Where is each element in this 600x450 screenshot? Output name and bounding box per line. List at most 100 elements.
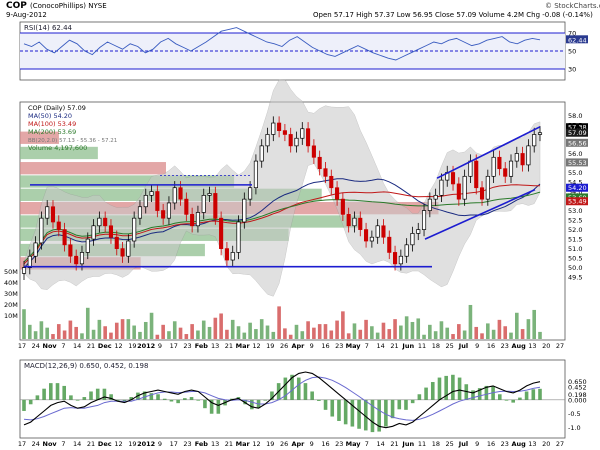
candle-body — [381, 225, 386, 238]
x-tick-label-macd: 16 — [321, 440, 329, 448]
candle-body — [479, 187, 485, 200]
x-tick-label-macd: Mar — [236, 440, 251, 448]
price-tick-label: 49.5 — [568, 274, 582, 282]
macd-histogram-bar — [69, 395, 73, 400]
macd-histogram-bar — [484, 385, 489, 400]
macd-histogram-bar — [55, 383, 60, 400]
candle-body — [172, 187, 177, 204]
price-value-label: 56.56 — [568, 139, 587, 147]
channel-upper-line — [436, 126, 541, 179]
candle-body — [45, 206, 50, 219]
rsi-tick-label: 30 — [568, 66, 576, 74]
macd-histogram-bar — [75, 399, 80, 401]
macd-histogram-bar — [303, 383, 308, 400]
macd-histogram-bar — [156, 394, 160, 400]
macd-histogram-bar — [203, 399, 207, 409]
x-tick-label-price: 16 — [487, 342, 495, 350]
volume-bar — [364, 319, 368, 339]
volume-bar — [27, 324, 32, 339]
price-value-tag — [566, 128, 588, 137]
volume-bar — [468, 304, 473, 339]
volume-bar — [410, 321, 415, 339]
macd-histogram-bar — [451, 374, 455, 400]
candle-body — [387, 236, 392, 253]
volume-by-price-bar — [20, 146, 98, 160]
candle-body — [311, 145, 316, 158]
candle-body — [340, 198, 345, 215]
volume-bar — [45, 327, 49, 339]
x-tick-label-macd: Nov — [43, 440, 58, 448]
candle-body — [253, 160, 258, 189]
legend-ma200: MA(200) 53.69 — [28, 128, 76, 136]
candle-body — [79, 252, 85, 265]
candle-body — [288, 134, 293, 147]
candle-body — [50, 206, 56, 223]
candle-body — [21, 267, 27, 274]
volume-bar — [329, 330, 334, 339]
candle-body — [190, 214, 195, 227]
x-tick-label-macd: 9 — [475, 440, 479, 448]
macd-histogram-bar — [109, 394, 113, 400]
candle-body — [161, 210, 166, 219]
candle-body — [219, 217, 224, 249]
volume-bar — [126, 319, 131, 339]
x-axes: 17172424NovNov7714142121DecDec1212191920… — [18, 342, 564, 448]
rsi-tick-label: 62.44 — [568, 36, 587, 44]
macd-legend: MACD(12,26,9) 0.650, 0.452, 0.198 — [24, 362, 148, 370]
volume-bar — [213, 317, 218, 339]
volume-bar — [335, 320, 339, 339]
volume-bar — [399, 325, 403, 339]
candle-body — [474, 160, 479, 189]
volume-bar — [526, 319, 531, 339]
candle-body — [265, 134, 270, 147]
x-tick-label-price: 19 — [266, 342, 274, 350]
candle-body — [526, 145, 531, 166]
x-tick-label-macd: 21 — [225, 440, 233, 448]
volume-tick-label: 20M — [4, 301, 18, 309]
volume-tick-label: 50M — [4, 268, 18, 276]
candle-body — [456, 183, 461, 200]
price-legend: COP (Daily) 57.09 MA(50) 54.20 MA(100) 5… — [28, 104, 117, 152]
price-tick-label: 50.0 — [568, 264, 582, 272]
candle-body — [178, 187, 183, 200]
volume-bar — [416, 318, 421, 339]
macd-tick-label: 0.650 — [568, 378, 587, 386]
price-value-label: 57.09 — [568, 129, 587, 137]
volume-bar — [497, 319, 502, 339]
macd-histogram-bar — [116, 399, 120, 401]
candle-body — [508, 160, 514, 177]
macd-histogram-bar — [370, 399, 375, 433]
price-tick-label: 52.5 — [568, 217, 582, 225]
volume-bar — [404, 316, 409, 339]
price-tick-label: 54.0 — [568, 188, 582, 196]
x-tick-label-macd: 12 — [252, 440, 260, 448]
x-tick-label-price: 13 — [211, 342, 219, 350]
candle-body — [97, 217, 102, 227]
volume-bar — [155, 334, 160, 339]
macd-histogram-bar — [189, 397, 194, 400]
legend-cop: COP (Daily) 57.09 — [28, 104, 86, 112]
volume-bar — [433, 331, 438, 339]
x-tick-label-price: Feb — [195, 342, 209, 350]
x-tick-label-macd: 7 — [61, 440, 65, 448]
volume-tick-label: 40M — [4, 279, 18, 287]
macd-histogram-bar — [377, 399, 381, 432]
price-tick-label: 51.5 — [568, 236, 582, 244]
x-tick-label-macd: Aug — [511, 440, 526, 448]
x-tick-label-price: 9 — [475, 342, 479, 350]
candle-body — [166, 202, 171, 219]
x-tick-label-macd: 7 — [365, 440, 369, 448]
macd-histogram-bar — [216, 399, 221, 414]
candle-body — [427, 198, 432, 211]
volume-bar — [225, 329, 229, 339]
watermark: © StockCharts.com — [545, 2, 600, 10]
candle-body — [306, 128, 311, 147]
volume-bar — [265, 325, 270, 339]
volume-bar — [515, 312, 519, 339]
price-tick-label: 50.5 — [568, 255, 582, 263]
volume-bar — [312, 327, 316, 339]
volume-bar — [520, 329, 525, 339]
volume-bar — [393, 319, 397, 339]
macd-histogram-bar — [196, 399, 201, 401]
